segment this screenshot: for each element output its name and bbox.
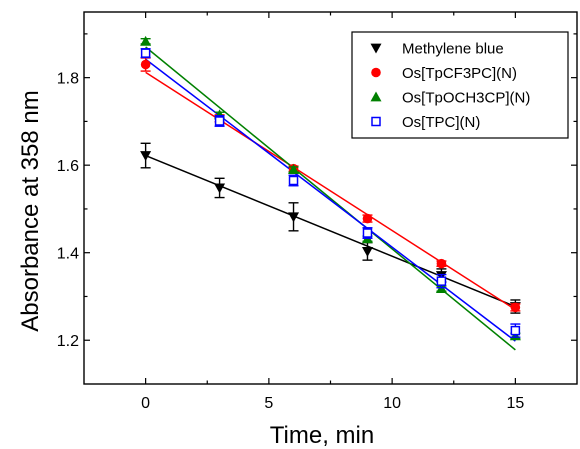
data-point	[288, 174, 299, 187]
fit-line-1	[145, 71, 516, 311]
legend-marker	[371, 67, 381, 78]
legend-marker	[370, 91, 382, 102]
fit-lines	[145, 46, 516, 351]
marker	[362, 213, 373, 224]
legend-marker	[370, 43, 382, 54]
marker	[361, 246, 373, 257]
data-point	[510, 302, 521, 313]
marker	[288, 175, 299, 186]
marker	[288, 164, 300, 174]
legend-label: Os[TpOCH3CP](N)	[402, 90, 530, 107]
legend-label: Os[TPC](N)	[402, 114, 480, 131]
y-tick-label: 1.2	[57, 333, 79, 350]
x-tick-label: 0	[141, 395, 150, 412]
fit-line-0	[145, 154, 516, 308]
fit-line-2	[145, 46, 516, 351]
data-point	[288, 202, 300, 232]
data-point	[214, 177, 226, 199]
marker	[436, 258, 447, 269]
data-point	[362, 213, 373, 224]
marker	[140, 151, 152, 162]
data-point	[140, 35, 152, 46]
data-point	[362, 227, 373, 239]
marker	[140, 48, 151, 58]
data-points	[140, 35, 521, 341]
marker	[214, 183, 226, 194]
fit-line-3	[145, 58, 516, 342]
marker	[288, 212, 300, 223]
axis-tick-labels: 0 5 10 15 1.2 1.4 1.6 1.8	[57, 71, 525, 412]
data-point	[436, 258, 447, 269]
axis-ticks	[84, 12, 577, 384]
legend-entry: Os[TPC](N)	[371, 114, 480, 131]
marker	[510, 325, 521, 336]
y-axis-label: Absorbance at 358 nm	[17, 90, 44, 332]
legend-label: Methylene blue	[402, 41, 504, 58]
data-point	[436, 273, 447, 289]
legend-entry: Os[TpOCH3CP](N)	[370, 90, 530, 107]
legend-label: Os[TpCF3PC](N)	[402, 65, 517, 82]
data-point	[214, 115, 225, 127]
data-point	[140, 48, 151, 59]
marker	[214, 116, 225, 126]
x-tick-label: 10	[383, 395, 401, 412]
x-tick-label: 5	[264, 395, 273, 412]
data-point	[288, 164, 300, 174]
legend-entry: Methylene blue	[370, 41, 504, 58]
y-tick-label: 1.8	[57, 71, 79, 88]
legend-marker	[371, 116, 381, 127]
data-point	[140, 142, 152, 169]
marker	[362, 228, 373, 238]
legend: Methylene blue Os[TpCF3PC](N) Os[TpOCH3CP]…	[351, 31, 569, 139]
marker	[140, 35, 152, 46]
data-point	[140, 57, 151, 72]
x-tick-label: 15	[506, 395, 524, 412]
legend-entry: Os[TpCF3PC](N)	[371, 65, 517, 82]
y-tick-label: 1.6	[57, 158, 79, 175]
marker	[140, 59, 151, 70]
x-axis-label: Time, min	[270, 422, 374, 449]
data-point	[510, 323, 521, 338]
marker	[510, 302, 521, 313]
y-tick-label: 1.4	[57, 246, 79, 263]
legend-box	[351, 31, 569, 139]
marker	[436, 276, 447, 286]
